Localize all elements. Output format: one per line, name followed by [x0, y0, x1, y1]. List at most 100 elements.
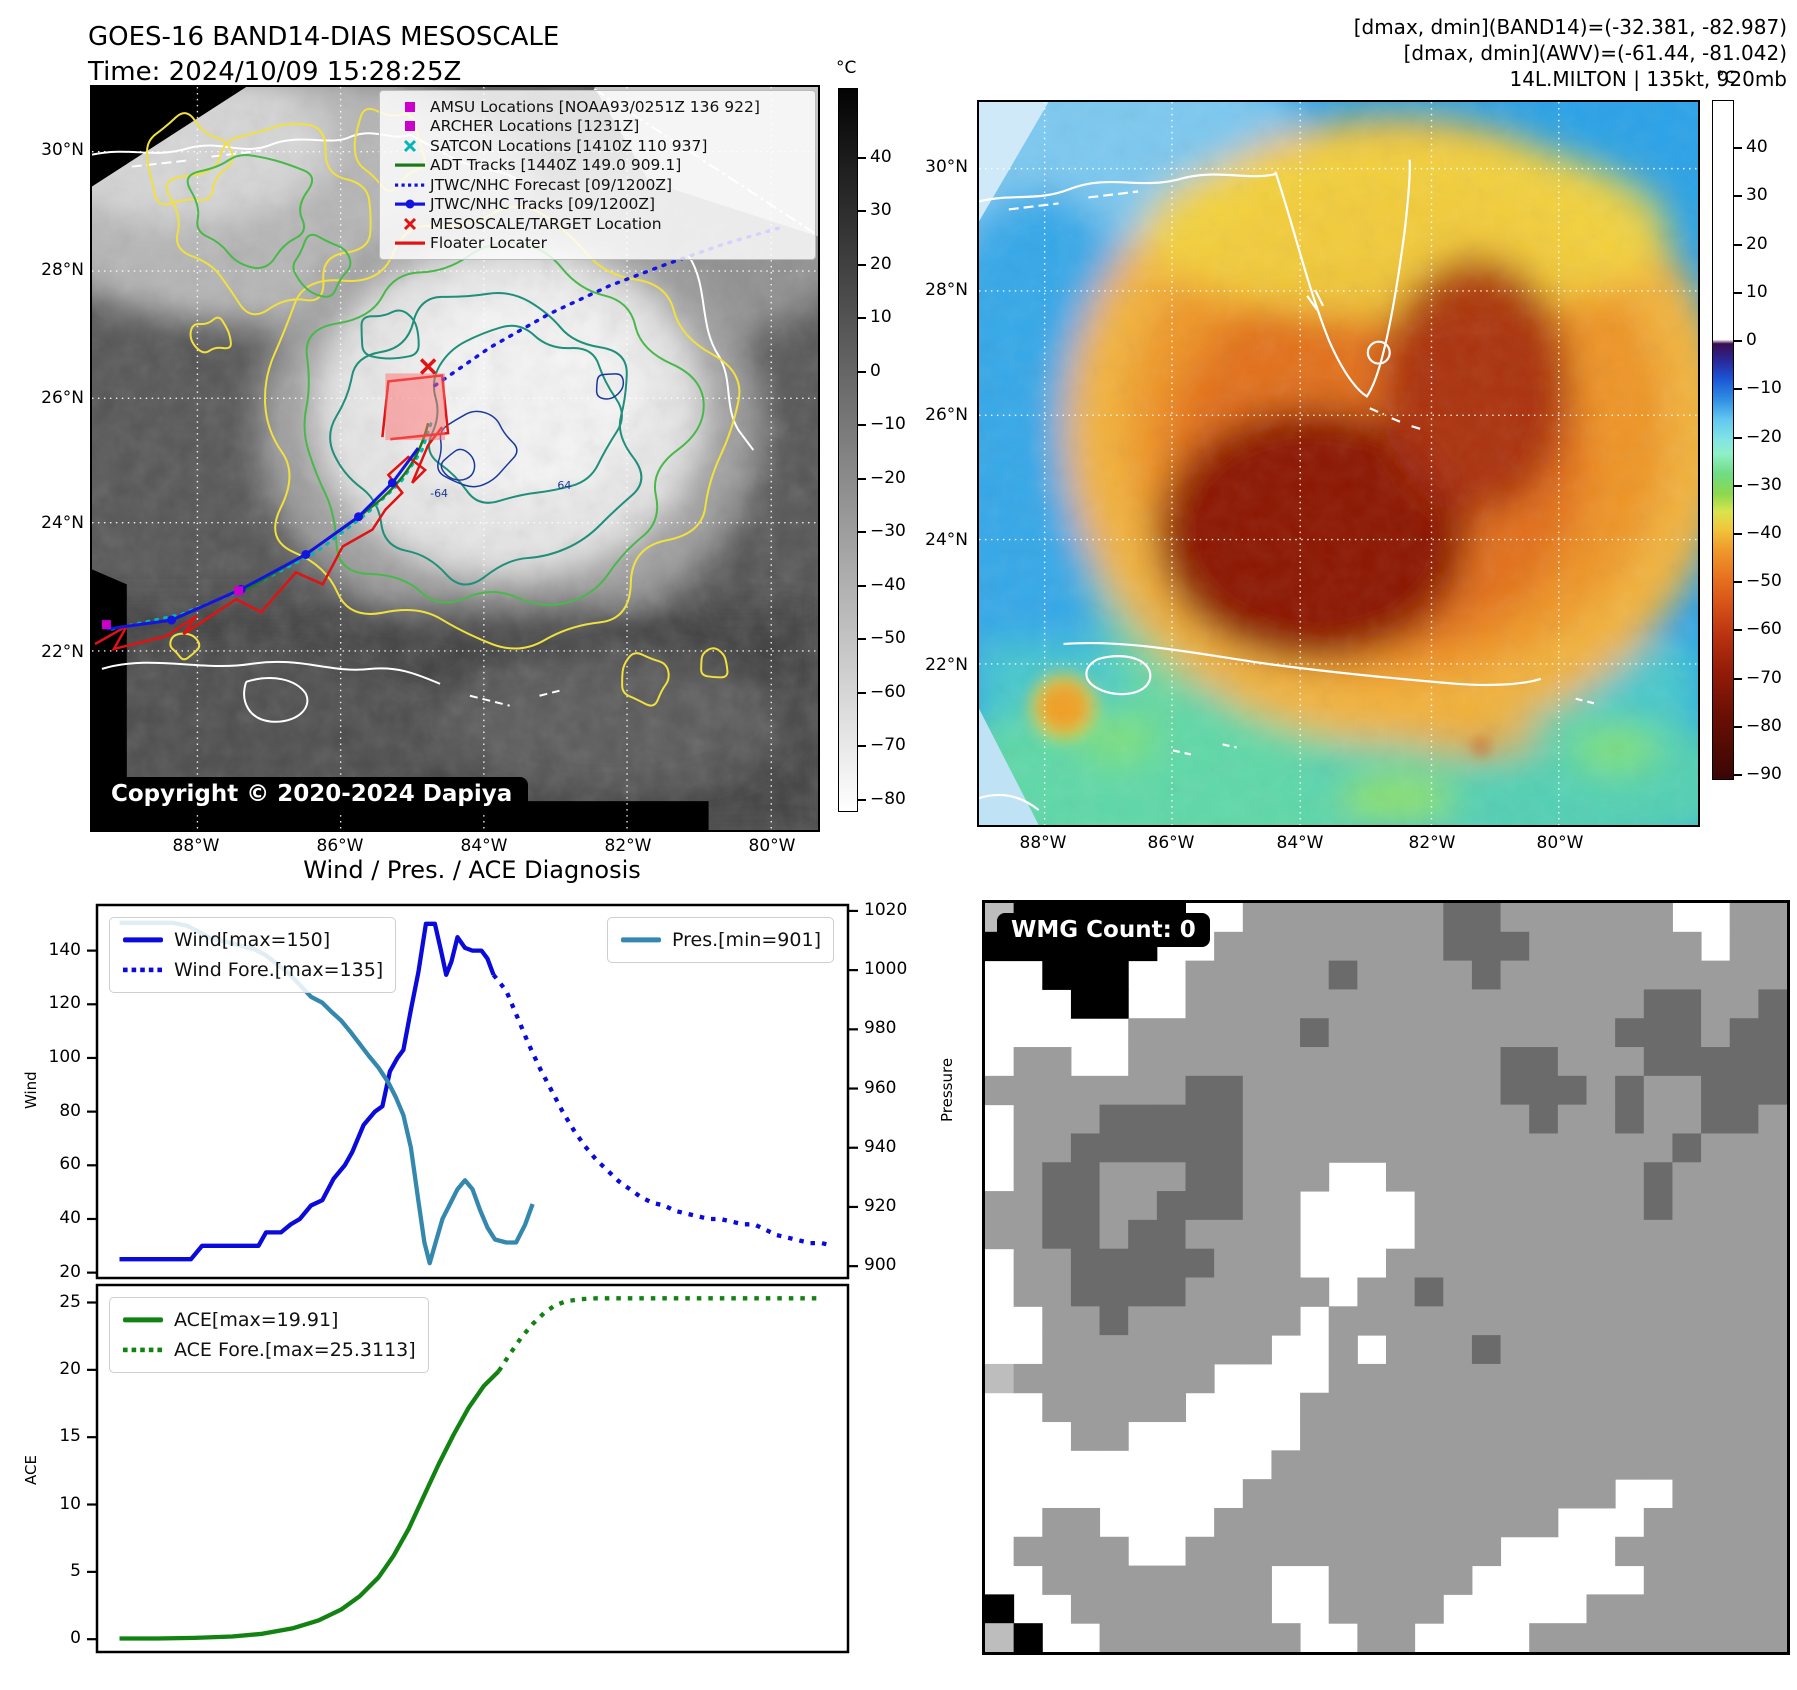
legend-item-label: Wind Fore.[max=135]: [174, 959, 384, 981]
y-tick-label: 960: [864, 1077, 897, 1098]
legend-item-label: MESOSCALE/TARGET Location: [430, 214, 662, 233]
x-marker-icon: [390, 217, 430, 231]
y-tick-label: 1000: [864, 959, 908, 980]
right-colorbar-unit: °C: [1716, 68, 1737, 88]
wmg-panel: WMG Count: 0: [982, 900, 1790, 1655]
lon-label: 82°W: [1408, 833, 1456, 853]
dmax-dmin-awv: [dmax, dmin](AWV)=(-61.44, -81.042): [1403, 41, 1787, 65]
ace-axis-label: ACE: [22, 1455, 40, 1485]
legend-item-label: JTWC/NHC Forecast [09/1200Z]: [430, 175, 673, 194]
lon-label: 86°W: [316, 836, 364, 856]
band14-map-panel: 64 -64 AMSU Locations [NOAA93/0251Z 136 …: [90, 85, 820, 832]
right-colorbar-tick: [1734, 581, 1742, 584]
y-tick-label: 60: [59, 1154, 81, 1175]
left-colorbar-tick-label: −60: [870, 681, 906, 702]
right-colorbar-tick-label: 0: [1746, 330, 1757, 351]
lon-label: 88°W: [172, 836, 220, 856]
left-colorbar-tick: [858, 317, 866, 320]
title-line2: Time: 2024/10/09 15:28:25Z: [88, 57, 462, 87]
storm-id: 14L.MILTON | 135kt, 920mb: [1509, 67, 1787, 91]
left-colorbar-tick: [858, 531, 866, 534]
left-colorbar-tick-label: 10: [870, 307, 892, 328]
right-colorbar-tick-label: −20: [1746, 426, 1782, 447]
left-colorbar-tick: [858, 798, 866, 801]
square-marker-icon: [390, 100, 430, 114]
legend-item: Floater Locater: [390, 234, 807, 254]
legend-item: ARCHER Locations [1231Z]: [390, 117, 807, 137]
line-marker-icon: [122, 1315, 174, 1325]
coastlines: [979, 159, 1596, 811]
right-colorbar-tick: [1734, 147, 1742, 150]
track-overlays: [94, 226, 780, 651]
y-tick-label: 920: [864, 1195, 897, 1216]
legend-item: JTWC/NHC Tracks [09/1200Z]: [390, 195, 807, 215]
right-colorbar-tick-label: −30: [1746, 474, 1782, 495]
line-marker-icon: [620, 935, 672, 945]
lat-label: 26°N: [41, 388, 84, 408]
left-colorbar-tick-label: 40: [870, 146, 892, 167]
left-colorbar-tick: [858, 156, 866, 159]
wind-max-150--series: [119, 921, 496, 1262]
target-x-marker: [419, 358, 437, 375]
y-tick-label: 980: [864, 1018, 897, 1039]
right-colorbar-tick-label: 30: [1746, 185, 1768, 206]
left-colorbar-tick-label: −40: [870, 574, 906, 595]
line-dot-marker-icon: [390, 197, 430, 211]
y-tick-label: 25: [59, 1291, 81, 1312]
lat-label: 28°N: [41, 260, 84, 280]
contour-value-label-b: -64: [430, 487, 448, 500]
legend-item-label: JTWC/NHC Tracks [09/1200Z]: [430, 195, 656, 214]
left-colorbar-unit: °C: [836, 58, 857, 78]
y-tick-label: 5: [70, 1560, 81, 1581]
right-colorbar-tick-label: −40: [1746, 523, 1782, 544]
right-colorbar-tick-label: −90: [1746, 764, 1782, 785]
left-colorbar-tick: [858, 424, 866, 427]
left-colorbar-tick-label: −80: [870, 788, 906, 809]
legend-item: ACE[max=19.91]: [122, 1305, 416, 1335]
right-colorbar-tick: [1734, 291, 1742, 294]
right-colorbar-tick: [1734, 340, 1742, 343]
lat-label: 22°N: [41, 642, 84, 662]
wind-fore-max-135--series: [491, 973, 834, 1248]
y-tick-label: 100: [48, 1046, 81, 1067]
ace-chart: ACE[max=19.91] ACE Fore.[max=25.3113]: [87, 1283, 850, 1654]
right-colorbar-tick-label: 10: [1746, 281, 1768, 302]
left-colorbar-tick-label: 20: [870, 253, 892, 274]
lon-label: 82°W: [604, 836, 652, 856]
right-colorbar-tick: [1734, 629, 1742, 632]
lat-label: 26°N: [925, 405, 968, 425]
y-tick-label: 140: [48, 939, 81, 960]
right-colorbar-tick-label: −10: [1746, 378, 1782, 399]
y-tick-label: 1020: [864, 899, 908, 920]
lat-label: 24°N: [925, 530, 968, 550]
legend-item: ACE Fore.[max=25.3113]: [122, 1335, 416, 1365]
legend-item-label: AMSU Locations [NOAA93/0251Z 136 922]: [430, 97, 760, 116]
lon-label: 80°W: [748, 836, 796, 856]
map-legend: AMSU Locations [NOAA93/0251Z 136 922] ARC…: [379, 90, 816, 260]
page-title: GOES-16 BAND14-DIAS MESOSCALE Time: 2024…: [88, 20, 559, 90]
square-marker-icon: [390, 119, 430, 133]
lon-label: 84°W: [460, 836, 508, 856]
left-colorbar-tick: [858, 638, 866, 641]
lon-label: 84°W: [1276, 833, 1324, 853]
lat-label: 24°N: [41, 513, 84, 533]
pressure-axis-label: Pressure: [938, 1057, 956, 1123]
contour-value-label: 64: [557, 479, 571, 492]
wind-pressure-chart: Wind[max=150] Wind Fore.[max=135] Pres.[m…: [87, 903, 858, 1280]
right-colorbar-tick: [1734, 195, 1742, 198]
copyright-watermark: Copyright © 2020-2024 Dapiya: [95, 777, 529, 811]
legend-item: JTWC/NHC Forecast [09/1200Z]: [390, 175, 807, 195]
ace-fore-max-25-3113--series: [496, 1296, 822, 1373]
y-tick-label: 120: [48, 993, 81, 1014]
wmg-count-badge: WMG Count: 0: [997, 913, 1210, 947]
right-colorbar-tick-label: −70: [1746, 667, 1782, 688]
jtwc-forecast-line: [433, 226, 780, 388]
left-colorbar-tick: [858, 370, 866, 373]
left-colorbar-tick: [858, 745, 866, 748]
legend-item-label: Floater Locater: [430, 234, 547, 253]
y-tick-label: 900: [864, 1255, 897, 1276]
left-colorbar-tick: [858, 584, 866, 587]
legend-item: MESOSCALE/TARGET Location: [390, 214, 807, 234]
legend-item: Wind Fore.[max=135]: [122, 955, 383, 985]
ace-max-19-91--series: [119, 1369, 501, 1641]
